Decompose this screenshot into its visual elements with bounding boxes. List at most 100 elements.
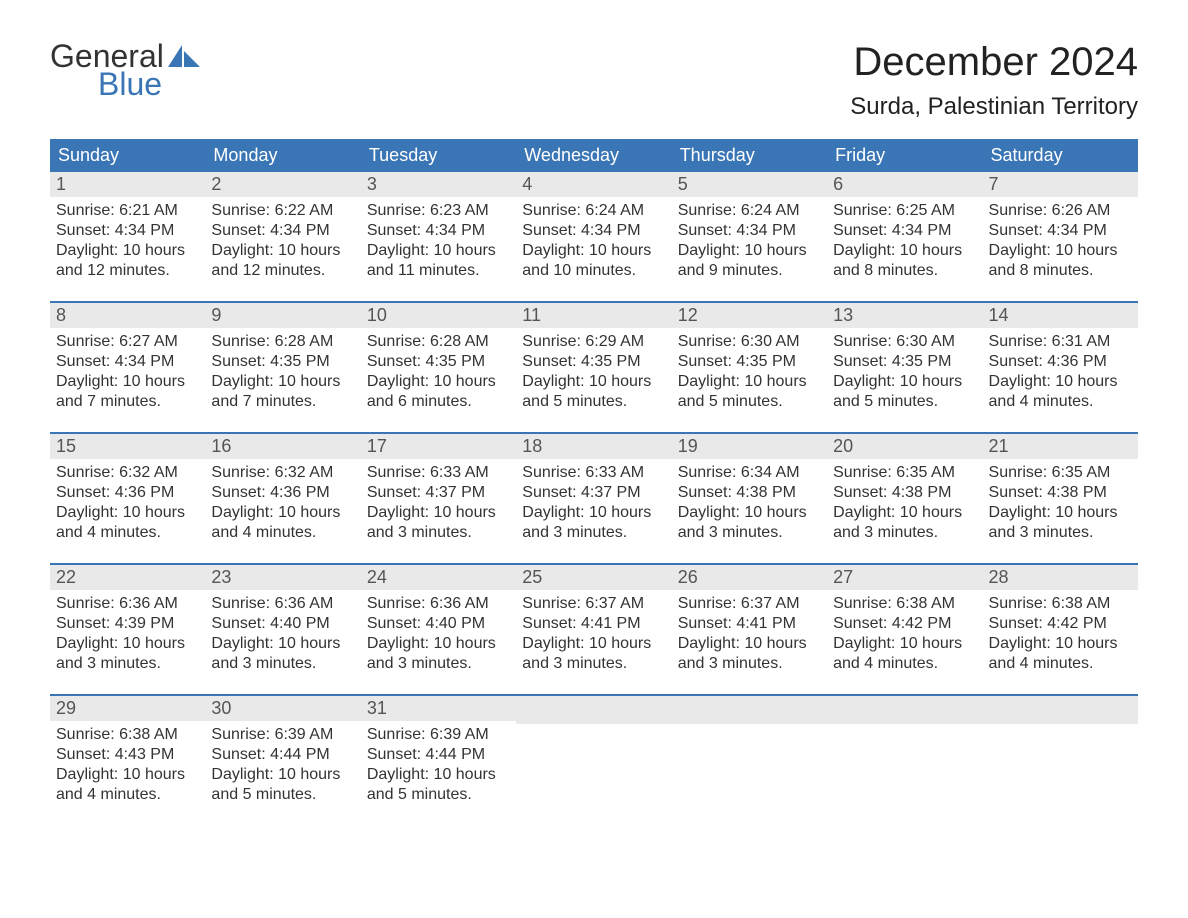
calendar-day: 25Sunrise: 6:37 AMSunset: 4:41 PMDayligh…: [516, 565, 671, 688]
daylight-text: and 3 minutes.: [522, 523, 665, 543]
sunrise-text: Sunrise: 6:30 AM: [833, 332, 976, 352]
daylight-text: and 7 minutes.: [56, 392, 199, 412]
sunrise-text: Sunrise: 6:22 AM: [211, 201, 354, 221]
day-details: Sunrise: 6:30 AMSunset: 4:35 PMDaylight:…: [827, 328, 982, 426]
day-number: 4: [516, 172, 671, 197]
weekday-header: Saturday: [983, 139, 1138, 172]
calendar-week: 29Sunrise: 6:38 AMSunset: 4:43 PMDayligh…: [50, 694, 1138, 819]
logo-text-blue: Blue: [98, 68, 202, 100]
calendar-day: 8Sunrise: 6:27 AMSunset: 4:34 PMDaylight…: [50, 303, 205, 426]
calendar-day: 27Sunrise: 6:38 AMSunset: 4:42 PMDayligh…: [827, 565, 982, 688]
calendar-day-empty: [827, 696, 982, 819]
calendar-day: 9Sunrise: 6:28 AMSunset: 4:35 PMDaylight…: [205, 303, 360, 426]
sunrise-text: Sunrise: 6:37 AM: [678, 594, 821, 614]
sunset-text: Sunset: 4:34 PM: [989, 221, 1132, 241]
daylight-text: Daylight: 10 hours: [833, 503, 976, 523]
sunrise-text: Sunrise: 6:23 AM: [367, 201, 510, 221]
day-number: 23: [205, 565, 360, 590]
day-details: Sunrise: 6:37 AMSunset: 4:41 PMDaylight:…: [516, 590, 671, 688]
daylight-text: Daylight: 10 hours: [989, 372, 1132, 392]
day-details: Sunrise: 6:38 AMSunset: 4:42 PMDaylight:…: [827, 590, 982, 688]
sunrise-text: Sunrise: 6:32 AM: [211, 463, 354, 483]
day-number: 12: [672, 303, 827, 328]
day-number: 11: [516, 303, 671, 328]
day-number: 10: [361, 303, 516, 328]
sunset-text: Sunset: 4:34 PM: [678, 221, 821, 241]
sunset-text: Sunset: 4:35 PM: [522, 352, 665, 372]
calendar-day: 12Sunrise: 6:30 AMSunset: 4:35 PMDayligh…: [672, 303, 827, 426]
daylight-text: and 3 minutes.: [678, 654, 821, 674]
day-number: 25: [516, 565, 671, 590]
daylight-text: and 5 minutes.: [678, 392, 821, 412]
calendar-day: 6Sunrise: 6:25 AMSunset: 4:34 PMDaylight…: [827, 172, 982, 295]
location-label: Surda, Palestinian Territory: [850, 93, 1138, 121]
sunset-text: Sunset: 4:35 PM: [833, 352, 976, 372]
day-details: Sunrise: 6:30 AMSunset: 4:35 PMDaylight:…: [672, 328, 827, 426]
day-number: 8: [50, 303, 205, 328]
day-number: 20: [827, 434, 982, 459]
calendar-day: 23Sunrise: 6:36 AMSunset: 4:40 PMDayligh…: [205, 565, 360, 688]
sunset-text: Sunset: 4:41 PM: [678, 614, 821, 634]
daylight-text: Daylight: 10 hours: [678, 503, 821, 523]
daylight-text: and 5 minutes.: [522, 392, 665, 412]
sunrise-text: Sunrise: 6:39 AM: [367, 725, 510, 745]
daylight-text: and 6 minutes.: [367, 392, 510, 412]
calendar-day: 17Sunrise: 6:33 AMSunset: 4:37 PMDayligh…: [361, 434, 516, 557]
day-details: Sunrise: 6:32 AMSunset: 4:36 PMDaylight:…: [50, 459, 205, 557]
sunset-text: Sunset: 4:36 PM: [56, 483, 199, 503]
daylight-text: and 8 minutes.: [989, 261, 1132, 281]
weekday-header: Thursday: [672, 139, 827, 172]
weekday-header: Monday: [205, 139, 360, 172]
daylight-text: and 4 minutes.: [989, 654, 1132, 674]
sunrise-text: Sunrise: 6:39 AM: [211, 725, 354, 745]
day-details: Sunrise: 6:28 AMSunset: 4:35 PMDaylight:…: [205, 328, 360, 426]
calendar-day: 5Sunrise: 6:24 AMSunset: 4:34 PMDaylight…: [672, 172, 827, 295]
sunrise-text: Sunrise: 6:35 AM: [989, 463, 1132, 483]
daylight-text: Daylight: 10 hours: [56, 765, 199, 785]
daylight-text: Daylight: 10 hours: [211, 503, 354, 523]
sunrise-text: Sunrise: 6:35 AM: [833, 463, 976, 483]
day-number: 26: [672, 565, 827, 590]
daylight-text: Daylight: 10 hours: [367, 372, 510, 392]
day-number: 2: [205, 172, 360, 197]
day-details: Sunrise: 6:23 AMSunset: 4:34 PMDaylight:…: [361, 197, 516, 295]
daylight-text: and 3 minutes.: [367, 654, 510, 674]
sunset-text: Sunset: 4:41 PM: [522, 614, 665, 634]
weekday-header: Sunday: [50, 139, 205, 172]
weekday-header: Tuesday: [361, 139, 516, 172]
sunset-text: Sunset: 4:36 PM: [211, 483, 354, 503]
day-details: Sunrise: 6:38 AMSunset: 4:42 PMDaylight:…: [983, 590, 1138, 688]
daylight-text: Daylight: 10 hours: [367, 765, 510, 785]
daylight-text: Daylight: 10 hours: [678, 372, 821, 392]
daylight-text: Daylight: 10 hours: [367, 503, 510, 523]
daylight-text: and 8 minutes.: [833, 261, 976, 281]
sunset-text: Sunset: 4:42 PM: [989, 614, 1132, 634]
daylight-text: Daylight: 10 hours: [833, 241, 976, 261]
sunrise-text: Sunrise: 6:25 AM: [833, 201, 976, 221]
sunset-text: Sunset: 4:34 PM: [211, 221, 354, 241]
daylight-text: Daylight: 10 hours: [522, 634, 665, 654]
sunrise-text: Sunrise: 6:33 AM: [522, 463, 665, 483]
day-number: 30: [205, 696, 360, 721]
sunset-text: Sunset: 4:44 PM: [367, 745, 510, 765]
daylight-text: and 3 minutes.: [367, 523, 510, 543]
sunrise-text: Sunrise: 6:36 AM: [56, 594, 199, 614]
day-details: Sunrise: 6:28 AMSunset: 4:35 PMDaylight:…: [361, 328, 516, 426]
sunrise-text: Sunrise: 6:36 AM: [367, 594, 510, 614]
sunrise-text: Sunrise: 6:34 AM: [678, 463, 821, 483]
day-details: Sunrise: 6:36 AMSunset: 4:40 PMDaylight:…: [205, 590, 360, 688]
sunset-text: Sunset: 4:35 PM: [367, 352, 510, 372]
sunset-text: Sunset: 4:44 PM: [211, 745, 354, 765]
title-block: December 2024 Surda, Palestinian Territo…: [850, 40, 1138, 121]
daylight-text: Daylight: 10 hours: [522, 241, 665, 261]
day-number-empty: [516, 696, 671, 724]
daylight-text: and 4 minutes.: [989, 392, 1132, 412]
sunset-text: Sunset: 4:34 PM: [56, 352, 199, 372]
weekday-header-row: Sunday Monday Tuesday Wednesday Thursday…: [50, 139, 1138, 172]
day-number: 29: [50, 696, 205, 721]
weekday-header: Wednesday: [516, 139, 671, 172]
day-number: 28: [983, 565, 1138, 590]
calendar-day: 16Sunrise: 6:32 AMSunset: 4:36 PMDayligh…: [205, 434, 360, 557]
daylight-text: and 3 minutes.: [522, 654, 665, 674]
calendar-day: 13Sunrise: 6:30 AMSunset: 4:35 PMDayligh…: [827, 303, 982, 426]
